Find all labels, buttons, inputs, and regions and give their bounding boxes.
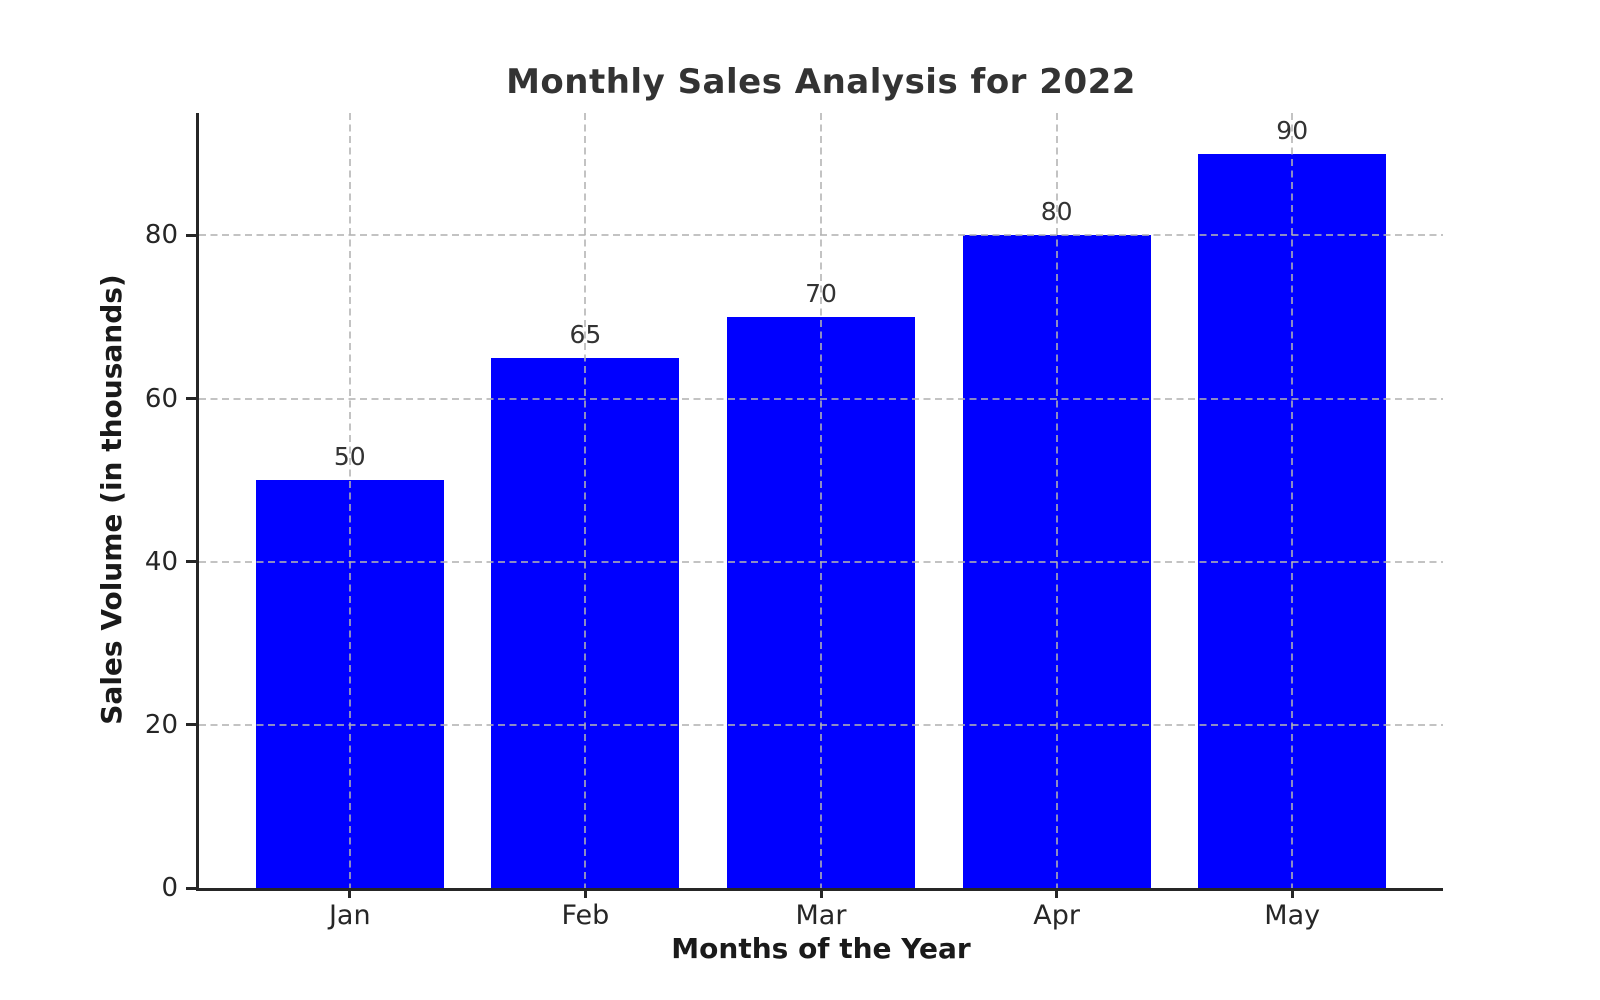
x-tick-mark — [819, 891, 823, 898]
x-tick-label: Jan — [328, 900, 371, 931]
bar-apr — [962, 235, 1151, 888]
bar-value-label: 50 — [333, 442, 366, 472]
y-tick-mark — [186, 886, 196, 890]
x-tick-mark — [1290, 891, 1294, 898]
bar-may — [1198, 153, 1387, 888]
x-tick-label: Feb — [561, 900, 610, 931]
bar-value-label: 80 — [1040, 197, 1073, 227]
y-tick-mark — [186, 723, 196, 727]
bar-value-label: 90 — [1276, 115, 1309, 145]
x-tick-mark — [583, 891, 587, 898]
y-tick-mark — [186, 560, 196, 564]
y-tick-label: 20 — [144, 709, 178, 740]
y-tick-mark — [186, 233, 196, 237]
x-tick-mark — [1055, 891, 1059, 898]
plot-area: 50 65 70 80 90 — [196, 113, 1443, 891]
bar-jan — [255, 480, 444, 888]
y-tick-label: 60 — [144, 383, 178, 414]
x-axis-label: Months of the Year — [671, 932, 971, 965]
x-tick-label: Apr — [1033, 900, 1080, 931]
x-tick-mark — [348, 891, 352, 898]
chart-title: Monthly Sales Analysis for 2022 — [506, 62, 1136, 102]
bar-value-label: 65 — [569, 319, 602, 349]
bar-feb — [491, 357, 680, 888]
x-tick-label: May — [1264, 900, 1321, 931]
x-tick-label: Mar — [795, 900, 847, 931]
y-tick-label: 0 — [161, 873, 178, 903]
y-tick-label: 80 — [144, 220, 178, 251]
y-tick-mark — [186, 397, 196, 401]
bar-mar — [727, 316, 915, 888]
bar-value-label: 70 — [805, 278, 837, 308]
y-tick-label: 40 — [144, 546, 178, 577]
